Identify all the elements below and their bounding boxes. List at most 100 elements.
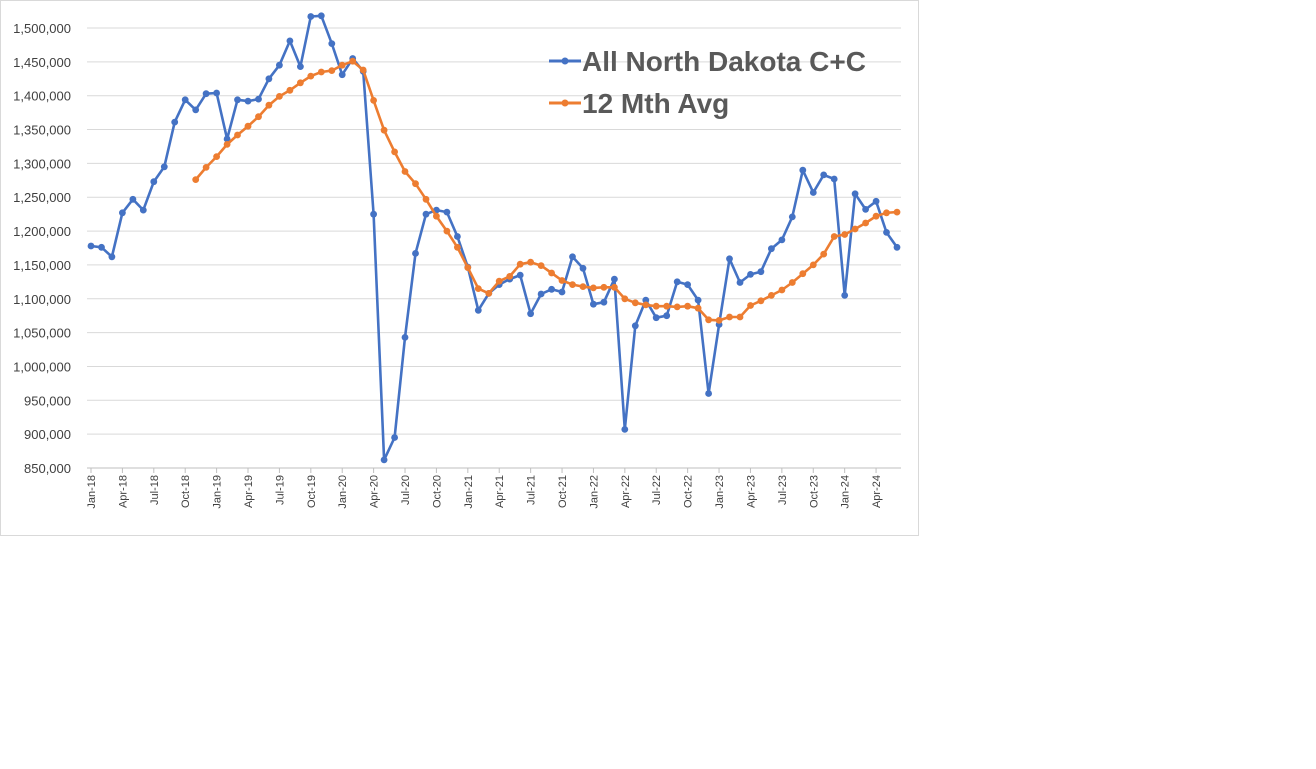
data-point — [516, 271, 524, 279]
data-point — [328, 67, 336, 74]
data-point — [349, 57, 357, 65]
legend: All North Dakota C+C 12 Mth Avg — [549, 46, 866, 119]
data-point — [234, 96, 241, 104]
data-point — [213, 153, 221, 161]
data-point — [443, 208, 451, 216]
data-point — [213, 89, 221, 97]
data-point — [171, 118, 179, 126]
legend-swatch-marker — [561, 57, 569, 65]
data-point — [412, 180, 419, 188]
data-point — [694, 296, 702, 304]
legend-item-all-north-dakota: All North Dakota C+C — [549, 46, 866, 77]
data-point — [495, 277, 503, 285]
data-point — [841, 292, 849, 299]
x-tick-label: Jul-21 — [526, 475, 538, 505]
x-tick-label: Jan-21 — [463, 475, 475, 509]
x-tick-label: Jul-20 — [400, 475, 412, 505]
x-tick-label: Jan-23 — [714, 475, 726, 509]
data-point — [569, 281, 576, 288]
y-tick-label: 1,000,000 — [13, 359, 71, 374]
x-tick-label: Jul-19 — [274, 475, 286, 505]
data-point — [652, 314, 660, 322]
data-point — [181, 96, 189, 104]
data-point — [485, 290, 493, 297]
x-tick-label: Oct-19 — [306, 475, 318, 508]
data-point — [391, 148, 398, 156]
data-point — [202, 90, 210, 98]
data-point — [611, 275, 618, 283]
data-point — [265, 75, 273, 83]
data-point — [736, 313, 744, 321]
data-point — [883, 229, 890, 236]
legend-label: 12 Mth Avg — [582, 88, 729, 119]
chart-frame: 850,000 900,000 950,000 1,000,000 1,050,000 1… — [0, 0, 919, 536]
data-point — [799, 270, 807, 278]
y-tick-label: 1,500,000 — [13, 21, 71, 36]
data-point — [569, 253, 576, 261]
data-point — [380, 126, 388, 134]
data-point — [338, 71, 346, 79]
data-point — [579, 264, 587, 272]
data-point — [422, 195, 430, 203]
data-point — [768, 292, 775, 299]
data-point — [621, 426, 629, 433]
data-point — [454, 233, 461, 240]
data-point — [862, 206, 869, 213]
data-point — [548, 285, 555, 293]
x-tick-label: Oct-20 — [431, 475, 443, 508]
data-point — [244, 97, 252, 105]
y-tick-label: 1,050,000 — [13, 326, 71, 341]
y-tick-label: 1,200,000 — [13, 224, 71, 239]
data-point — [234, 131, 241, 139]
data-point — [642, 301, 650, 309]
data-point — [244, 122, 252, 130]
y-tick-label: 1,300,000 — [13, 156, 71, 171]
legend-label: All North Dakota C+C — [582, 46, 866, 77]
x-tick-label: Jan-24 — [840, 475, 852, 509]
data-point — [370, 210, 377, 218]
data-point — [223, 141, 231, 148]
series-12-mth-avg — [192, 57, 901, 324]
data-point — [265, 101, 273, 109]
data-point — [297, 79, 304, 87]
data-point — [788, 279, 796, 286]
legend-item-12-mth-avg: 12 Mth Avg — [549, 88, 729, 119]
data-point — [705, 390, 712, 397]
data-point — [433, 212, 440, 220]
x-tick-label: Oct-23 — [808, 475, 820, 508]
x-tick-label: Oct-22 — [683, 475, 695, 508]
legend-swatch-marker — [561, 99, 569, 107]
y-tick-label: 1,250,000 — [13, 190, 71, 205]
data-point — [317, 12, 325, 20]
data-point — [663, 312, 671, 320]
x-tick-label: Jul-23 — [777, 475, 789, 505]
data-point — [150, 178, 158, 186]
data-point — [506, 273, 514, 280]
gridlines — [87, 27, 901, 435]
y-tick-label: 1,100,000 — [13, 292, 71, 307]
data-point — [611, 283, 618, 291]
data-point — [893, 208, 901, 216]
data-point — [715, 317, 723, 324]
data-point — [768, 245, 775, 253]
data-point — [788, 213, 796, 221]
data-point — [893, 243, 901, 251]
y-tick-label: 1,350,000 — [13, 123, 71, 138]
x-tick-label: Apr-20 — [369, 475, 381, 508]
data-point — [328, 40, 336, 47]
line-chart: 850,000 900,000 950,000 1,000,000 1,050,000 1… — [13, 12, 901, 509]
data-point — [684, 281, 691, 288]
data-point — [726, 255, 733, 263]
data-point — [119, 209, 126, 217]
data-point — [443, 227, 451, 235]
data-point — [139, 206, 147, 214]
data-point — [642, 296, 650, 304]
data-point — [527, 258, 534, 266]
data-point — [537, 262, 545, 269]
data-point — [663, 302, 671, 310]
data-point — [537, 290, 545, 298]
data-point — [527, 310, 534, 318]
x-tick-label: Oct-18 — [180, 475, 192, 508]
data-point — [872, 197, 880, 205]
data-point — [726, 313, 733, 321]
